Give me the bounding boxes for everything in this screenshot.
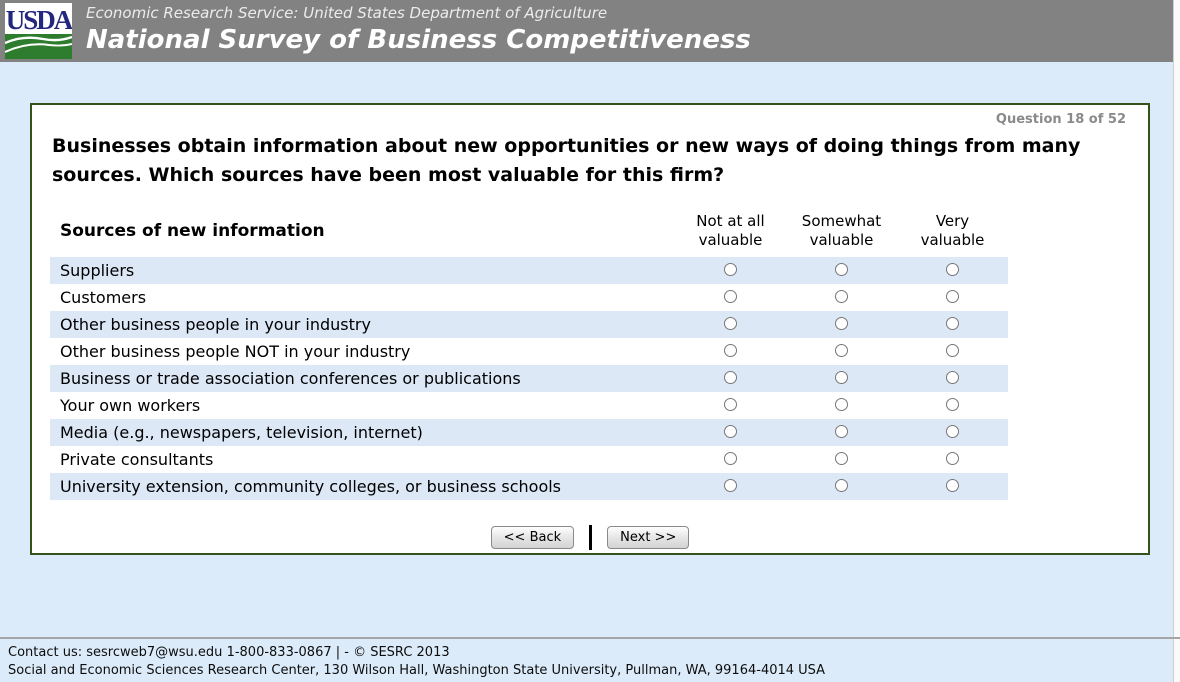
top-banner: USDA Economic Research Service: United S…: [0, 0, 1173, 62]
usda-logo-field-icon: [5, 34, 72, 59]
table-row: Suppliers: [50, 257, 1008, 284]
column-header-somewhat: Somewhat valuable: [801, 212, 882, 249]
row-label: University extension, community colleges…: [60, 477, 562, 496]
radio-very[interactable]: [946, 479, 959, 492]
column-header-not-at-all: Not at all valuable: [696, 212, 765, 249]
column-header-very: Very valuable: [920, 212, 985, 249]
contact-email-link[interactable]: sesrcweb7@wsu.edu: [86, 645, 223, 660]
response-matrix: Sources of new information Not at all va…: [50, 205, 1008, 500]
table-row: Other business people in your industry: [50, 311, 1008, 338]
question-text: Businesses obtain information about new …: [52, 135, 1081, 186]
radio-somewhat[interactable]: [835, 452, 848, 465]
radio-somewhat[interactable]: [835, 263, 848, 276]
radio-very[interactable]: [946, 317, 959, 330]
back-button[interactable]: << Back: [490, 526, 575, 549]
radio-not-at-all[interactable]: [724, 425, 737, 438]
radio-not-at-all[interactable]: [724, 398, 737, 411]
radio-very[interactable]: [946, 452, 959, 465]
matrix-header-row: Sources of new information Not at all va…: [50, 205, 1008, 257]
radio-not-at-all[interactable]: [724, 479, 737, 492]
row-label: Business or trade association conference…: [60, 369, 521, 388]
row-label: Private consultants: [60, 450, 214, 469]
radio-very[interactable]: [946, 425, 959, 438]
radio-not-at-all[interactable]: [724, 290, 737, 303]
radio-very[interactable]: [946, 290, 959, 303]
agency-line: Economic Research Service: United States…: [86, 4, 608, 22]
usda-logo-text: USDA: [5, 5, 72, 35]
radio-very[interactable]: [946, 398, 959, 411]
radio-very[interactable]: [946, 371, 959, 384]
row-label: Your own workers: [60, 396, 201, 415]
radio-not-at-all[interactable]: [724, 452, 737, 465]
usda-logo: USDA: [5, 3, 72, 59]
survey-title: National Survey of Business Competitiven…: [86, 25, 751, 55]
table-row: University extension, community colleges…: [50, 473, 1008, 500]
footer-contact-line: Contact us: sesrcweb7@wsu.edu 1-800-833-…: [8, 645, 450, 660]
radio-not-at-all[interactable]: [724, 317, 737, 330]
table-row: Other business people NOT in your indust…: [50, 338, 1008, 365]
radio-somewhat[interactable]: [835, 290, 848, 303]
contact-label: Contact us:: [8, 645, 83, 660]
navigation-bar: << Back Next >>: [32, 525, 1148, 550]
button-separator: [589, 525, 593, 550]
radio-very[interactable]: [946, 344, 959, 357]
radio-somewhat[interactable]: [835, 344, 848, 357]
radio-somewhat[interactable]: [835, 398, 848, 411]
row-label: Other business people in your industry: [60, 315, 371, 334]
window-edge: [1173, 0, 1180, 682]
row-label: Other business people NOT in your indust…: [60, 342, 411, 361]
footer-address-line: Social and Economic Sciences Research Ce…: [8, 663, 826, 678]
row-label: Suppliers: [60, 261, 135, 280]
row-label: Customers: [60, 288, 147, 307]
radio-not-at-all[interactable]: [724, 263, 737, 276]
question-panel: Question 18 of 52 Businesses obtain info…: [30, 103, 1150, 555]
table-row: Private consultants: [50, 446, 1008, 473]
question-progress: Question 18 of 52: [995, 112, 1126, 127]
table-row: Your own workers: [50, 392, 1008, 419]
radio-somewhat[interactable]: [835, 317, 848, 330]
footer-divider: [0, 637, 1180, 639]
radio-somewhat[interactable]: [835, 479, 848, 492]
table-row: Customers: [50, 284, 1008, 311]
contact-info: 1-800-833-0867 | - © SESRC 2013: [226, 645, 450, 660]
radio-somewhat[interactable]: [835, 425, 848, 438]
radio-not-at-all[interactable]: [724, 344, 737, 357]
radio-somewhat[interactable]: [835, 371, 848, 384]
radio-not-at-all[interactable]: [724, 371, 737, 384]
row-label: Media (e.g., newspapers, television, int…: [60, 423, 423, 442]
table-row: Media (e.g., newspapers, television, int…: [50, 419, 1008, 446]
matrix-row-header: Sources of new information: [60, 221, 325, 241]
table-row: Business or trade association conference…: [50, 365, 1008, 392]
next-button[interactable]: Next >>: [607, 526, 690, 549]
radio-very[interactable]: [946, 263, 959, 276]
